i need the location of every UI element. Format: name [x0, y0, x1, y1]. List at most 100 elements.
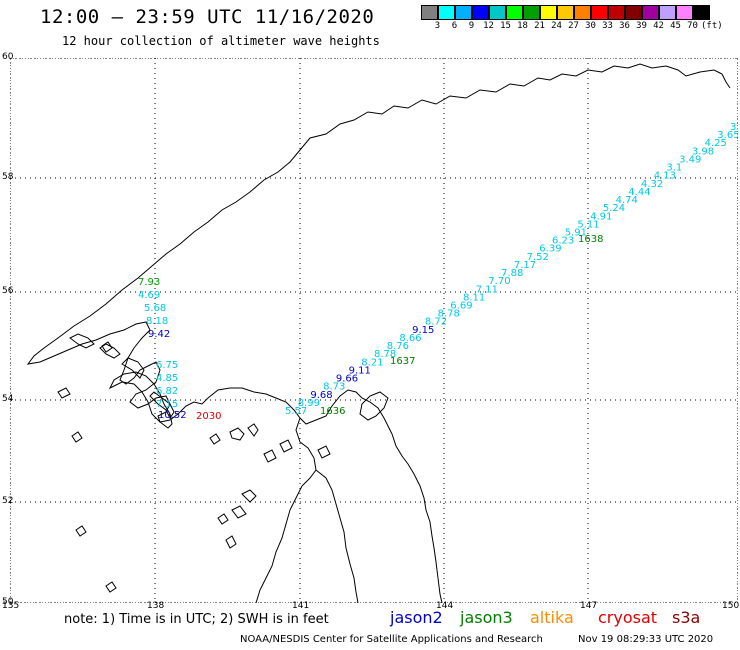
legend-label: 18	[517, 21, 528, 31]
latitude-label: 54	[2, 394, 14, 404]
wave-height-value: 7.17	[514, 260, 536, 271]
longitude-label: 138	[147, 601, 165, 611]
island-small-6	[217, 513, 229, 525]
wave-height-value: 8.73	[323, 382, 345, 393]
longitude-label: 150	[722, 601, 740, 611]
legend-swatch	[506, 5, 523, 20]
island-small-7	[225, 535, 237, 549]
wave-height-value: 8.72	[425, 317, 447, 328]
wave-height-value: 7.70	[488, 276, 510, 287]
satellite-legend-cryosat: cryosat	[598, 608, 658, 627]
legend-swatch	[625, 5, 642, 20]
legend-swatch	[540, 5, 557, 20]
wave-height-value: 9.66	[336, 374, 358, 385]
wave-height-value: 7.15	[156, 399, 178, 410]
wave-height-value: 5.91	[565, 228, 587, 239]
timestamp: Nov 19 08:29:33 UTC 2020	[578, 634, 714, 645]
legend-label: 9	[468, 21, 475, 31]
wave-height-value: 8.21	[361, 357, 383, 368]
island-small-4	[241, 489, 257, 503]
legend-label: 70	[687, 21, 698, 31]
island-small-9	[105, 581, 117, 593]
observation-labels: 7.93 4.69 5.68 8.18 9.42 6.75 4.85 6.82 7.1510.5…	[138, 122, 738, 422]
wave-height-value: 10.52	[158, 410, 187, 421]
wave-height-value: 3.98	[692, 146, 714, 157]
coastline	[26, 63, 731, 603]
legend-swatch	[455, 5, 472, 20]
coastline-alaska-peninsula	[255, 417, 317, 603]
wave-height-value: 3.49	[679, 155, 701, 166]
legend-label: 36	[619, 21, 630, 31]
legend-swatch	[438, 5, 455, 20]
footnote: note: 1) Time is in UTC; 2) SWH is in fe…	[64, 612, 329, 627]
wave-height-value: 4.85	[156, 373, 178, 384]
wave-height-value: 8.18	[146, 316, 168, 327]
longitude-label: 144	[436, 601, 454, 611]
wave-height-value: 6.23	[552, 236, 574, 247]
legend-label: 39	[636, 21, 647, 31]
coastline-gulf-of-alaska	[26, 63, 723, 603]
wave-height-value: 5.11	[577, 219, 599, 230]
island-chichagof	[69, 333, 95, 349]
satellite-legend-s3a: s3a	[672, 608, 701, 627]
wave-height-value: 8.76	[387, 341, 409, 352]
island-small-5	[231, 505, 247, 519]
island-small-14	[263, 449, 277, 463]
wave-height-value: 4.13	[654, 171, 676, 182]
satellite-legend-jason3: jason3	[460, 608, 513, 627]
island-small-11	[101, 341, 113, 353]
wave-height-value: 7.11	[476, 284, 498, 295]
page-subtitle: 12 hour collection of altimeter wave hei…	[62, 34, 380, 48]
legend-swatch	[676, 5, 693, 20]
pass-time-label: 2030	[196, 411, 221, 422]
legend-label: 45	[670, 21, 681, 31]
wave-height-value: 7.52	[527, 252, 549, 263]
wave-height-value: 5.68	[144, 303, 166, 314]
legend-label: (ft)	[701, 21, 723, 31]
longitude-label: 135	[2, 601, 20, 611]
island-small-3	[209, 433, 221, 445]
coastline-northern-shore	[721, 73, 731, 89]
wave-height-value: 4.74	[616, 195, 638, 206]
wave-height-value: 6.39	[539, 244, 561, 255]
legend-swatch	[591, 5, 608, 20]
island-kodiak	[359, 391, 389, 421]
latitude-label: 50	[2, 597, 14, 607]
latitude-label: 60	[2, 52, 14, 62]
wave-height-value: 4.32	[641, 179, 663, 190]
pass-time-label: 1637	[390, 356, 415, 367]
wave-height-value: 9.11	[349, 365, 371, 376]
wave-height-value: 8.78	[374, 349, 396, 360]
wave-height-value: 7.93	[138, 277, 160, 288]
island-small-12	[57, 387, 71, 399]
legend-swatch	[574, 5, 591, 20]
legend-label: 42	[653, 21, 664, 31]
island-haida-gwaii-1	[149, 391, 175, 419]
legend-label: 6	[451, 21, 458, 31]
island-small-10	[71, 431, 83, 443]
map-frame	[10, 58, 738, 603]
wave-height-value: 9.15	[412, 325, 434, 336]
legend-label: 27	[568, 21, 579, 31]
legend-label: 12	[483, 21, 494, 31]
wave-height-value: 3.1	[666, 163, 682, 174]
wave-height-legend-labels: 3 6 9 12 15 18 21 24 27 30 33 36 39 42 45 70 (ft)	[421, 21, 740, 33]
wave-height-value: 3.65	[717, 130, 738, 141]
latitude-label: 56	[2, 286, 14, 296]
island-small-15	[317, 445, 331, 459]
legend-label: 15	[500, 21, 511, 31]
graticule	[10, 58, 738, 603]
legend-swatch	[642, 5, 659, 20]
longitude-label: 147	[580, 601, 598, 611]
legend-swatch	[523, 5, 540, 20]
legend-label: 30	[585, 21, 596, 31]
wave-height-value: 4.69	[138, 290, 160, 301]
legend-swatch	[421, 5, 438, 20]
legend-label: 33	[602, 21, 613, 31]
legend-swatch	[608, 5, 625, 20]
wave-height-value: 8.78	[438, 309, 460, 320]
island-baranof	[99, 343, 121, 359]
legend-swatch	[472, 5, 489, 20]
legend-label: 24	[551, 21, 562, 31]
wave-height-value: 9.68	[310, 390, 332, 401]
